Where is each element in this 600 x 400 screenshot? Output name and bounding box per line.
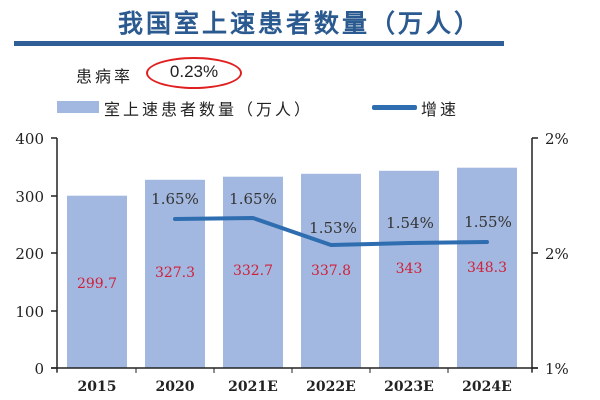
growth-label: 1.53% — [309, 219, 357, 237]
bar-series — [67, 167, 517, 368]
legend-bar-swatch — [57, 101, 99, 113]
growth-line — [173, 216, 489, 247]
left-tick: 400 — [15, 130, 44, 148]
bar-value-label: 337.8 — [311, 263, 351, 279]
bar-value-label: 332.7 — [233, 263, 273, 279]
x-tick-label: 2022E — [306, 379, 356, 395]
right-axis: 2% 2% 1% — [531, 130, 569, 378]
left-tick: 0 — [34, 360, 44, 378]
chart-title: 我国室上速患者数量（万人） — [117, 9, 482, 38]
x-axis: 2015 2020 2021E 2022E 2023E 2024E — [51, 367, 538, 395]
left-tick: 100 — [15, 303, 44, 321]
growth-labels: 1.65% 1.65% 1.53% 1.54% 1.55% — [151, 190, 512, 237]
bar-value-labels: 299.7 327.3 332.7 337.8 343 348.3 — [77, 260, 507, 292]
growth-label: 1.54% — [386, 214, 434, 232]
legend-bar-label: 室上速患者数量（万人） — [104, 100, 314, 119]
bar-2015 — [67, 195, 127, 368]
growth-label: 1.65% — [151, 190, 199, 208]
bar-2020 — [145, 179, 205, 368]
prevalence-label: 患病率 — [76, 67, 134, 86]
x-tick-label: 2023E — [384, 379, 434, 395]
bar-2024e — [457, 167, 517, 368]
growth-label: 1.65% — [229, 190, 277, 208]
x-tick-label: 2024E — [462, 379, 512, 395]
bar-value-label: 348.3 — [467, 260, 507, 276]
bar-2021e — [223, 176, 283, 368]
growth-label: 1.55% — [464, 213, 512, 231]
left-tick: 300 — [15, 188, 44, 206]
left-tick: 200 — [15, 245, 44, 263]
bar-2022e — [301, 173, 361, 368]
bar-2023e — [379, 170, 439, 368]
title-divider — [14, 41, 504, 46]
prevalence-value: 0.23% — [169, 62, 219, 81]
right-tick: 2% — [545, 130, 569, 148]
left-axis: 400 300 200 100 0 — [15, 130, 58, 378]
bar-value-label: 343 — [396, 261, 423, 277]
legend-line-label: 增速 — [421, 100, 460, 119]
legend-line-swatch — [372, 105, 417, 110]
prevalence-highlight-ellipse — [146, 57, 242, 89]
x-tick-label: 2015 — [78, 379, 117, 395]
x-tick-label: 2020 — [156, 379, 195, 395]
right-tick: 1% — [545, 360, 569, 378]
bar-value-label: 327.3 — [155, 265, 195, 281]
right-tick: 2% — [545, 245, 569, 263]
x-tick-label: 2021E — [228, 379, 278, 395]
bar-value-label: 299.7 — [77, 276, 117, 292]
